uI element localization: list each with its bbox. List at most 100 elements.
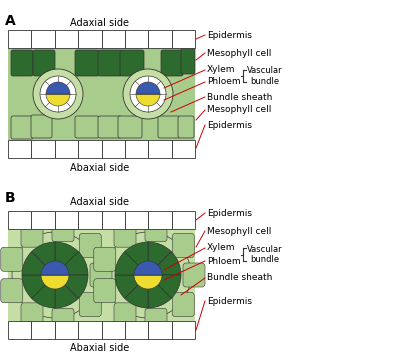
Bar xyxy=(32,30,55,48)
Wedge shape xyxy=(148,252,181,275)
Wedge shape xyxy=(41,275,69,289)
Wedge shape xyxy=(46,94,70,106)
Wedge shape xyxy=(46,82,70,94)
Bar xyxy=(125,211,148,229)
Bar xyxy=(125,30,148,48)
Wedge shape xyxy=(136,94,160,106)
Circle shape xyxy=(12,232,98,318)
Bar xyxy=(55,321,78,339)
FancyBboxPatch shape xyxy=(172,233,194,257)
Bar xyxy=(8,229,195,321)
Bar xyxy=(78,211,101,229)
Wedge shape xyxy=(22,252,55,275)
Bar xyxy=(148,140,172,158)
Text: Xylem: Xylem xyxy=(207,65,235,74)
Text: Bundle sheath: Bundle sheath xyxy=(207,93,273,102)
Circle shape xyxy=(105,232,191,318)
Wedge shape xyxy=(55,242,78,275)
Text: Epidermis: Epidermis xyxy=(207,208,252,217)
FancyBboxPatch shape xyxy=(178,116,194,138)
FancyBboxPatch shape xyxy=(21,303,43,327)
FancyBboxPatch shape xyxy=(172,293,194,317)
Text: Mesophyll cell: Mesophyll cell xyxy=(207,49,271,57)
Bar xyxy=(148,321,172,339)
Bar xyxy=(32,321,55,339)
FancyBboxPatch shape xyxy=(1,279,23,303)
Wedge shape xyxy=(32,275,55,308)
Bar xyxy=(172,30,195,48)
FancyBboxPatch shape xyxy=(145,218,167,242)
FancyBboxPatch shape xyxy=(11,116,33,139)
Text: Vascular
bundle: Vascular bundle xyxy=(247,66,282,86)
Bar xyxy=(55,211,78,229)
Text: A: A xyxy=(5,14,16,28)
FancyBboxPatch shape xyxy=(33,50,55,76)
Bar xyxy=(32,211,55,229)
Wedge shape xyxy=(32,242,55,275)
Circle shape xyxy=(40,76,76,112)
FancyBboxPatch shape xyxy=(52,308,74,332)
Text: Xylem: Xylem xyxy=(207,244,235,253)
Text: Adaxial side: Adaxial side xyxy=(71,18,130,28)
Text: Epidermis: Epidermis xyxy=(207,30,252,40)
Bar xyxy=(8,211,32,229)
FancyBboxPatch shape xyxy=(75,116,99,138)
FancyBboxPatch shape xyxy=(90,263,112,287)
Wedge shape xyxy=(136,82,160,94)
Bar xyxy=(101,211,125,229)
FancyBboxPatch shape xyxy=(79,233,101,257)
FancyBboxPatch shape xyxy=(21,223,43,247)
FancyBboxPatch shape xyxy=(94,279,116,303)
Bar xyxy=(148,211,172,229)
FancyBboxPatch shape xyxy=(98,116,122,138)
Bar xyxy=(101,140,125,158)
Wedge shape xyxy=(115,252,148,275)
Text: Vascular
bundle: Vascular bundle xyxy=(247,245,282,264)
Bar xyxy=(78,140,101,158)
Bar xyxy=(55,140,78,158)
Text: Phloem: Phloem xyxy=(207,257,241,265)
Bar xyxy=(8,321,32,339)
Circle shape xyxy=(130,76,166,112)
Bar xyxy=(125,321,148,339)
Text: Abaxial side: Abaxial side xyxy=(70,343,130,353)
Wedge shape xyxy=(134,261,162,275)
FancyBboxPatch shape xyxy=(161,50,183,76)
FancyBboxPatch shape xyxy=(158,116,180,138)
FancyBboxPatch shape xyxy=(31,115,52,138)
Bar xyxy=(8,48,195,140)
Bar xyxy=(101,321,125,339)
FancyBboxPatch shape xyxy=(118,116,142,138)
Wedge shape xyxy=(115,275,148,298)
Bar xyxy=(78,30,101,48)
FancyBboxPatch shape xyxy=(145,308,167,332)
Text: Mesophyll cell: Mesophyll cell xyxy=(207,106,271,114)
Text: Epidermis: Epidermis xyxy=(207,121,252,130)
FancyBboxPatch shape xyxy=(94,247,116,271)
Text: Epidermis: Epidermis xyxy=(207,297,252,306)
Wedge shape xyxy=(55,275,78,308)
FancyBboxPatch shape xyxy=(98,50,122,76)
Bar xyxy=(172,211,195,229)
Text: Mesophyll cell: Mesophyll cell xyxy=(207,227,271,236)
Bar xyxy=(101,30,125,48)
Wedge shape xyxy=(148,275,181,298)
Wedge shape xyxy=(148,275,171,308)
FancyBboxPatch shape xyxy=(114,223,136,247)
Bar xyxy=(55,30,78,48)
Text: B: B xyxy=(5,191,16,205)
Bar xyxy=(8,140,32,158)
Bar xyxy=(8,30,32,48)
FancyBboxPatch shape xyxy=(11,50,33,76)
Text: Bundle sheath: Bundle sheath xyxy=(207,273,273,282)
FancyBboxPatch shape xyxy=(1,247,23,271)
FancyBboxPatch shape xyxy=(114,303,136,327)
FancyBboxPatch shape xyxy=(79,293,101,317)
Wedge shape xyxy=(22,275,55,298)
Bar xyxy=(172,321,195,339)
FancyBboxPatch shape xyxy=(181,48,195,74)
Text: Phloem: Phloem xyxy=(207,77,241,86)
Wedge shape xyxy=(148,242,171,275)
Bar xyxy=(125,140,148,158)
FancyBboxPatch shape xyxy=(75,50,99,76)
